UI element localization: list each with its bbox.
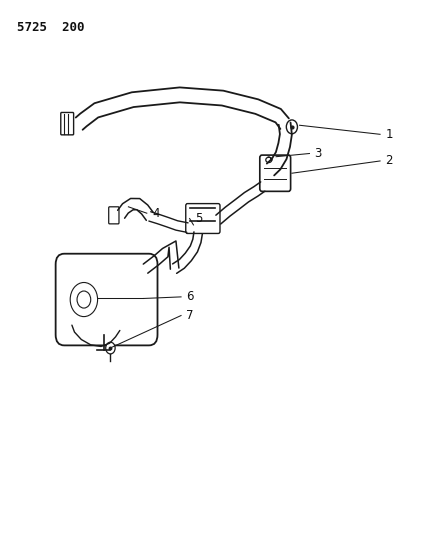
Circle shape — [286, 120, 297, 134]
Circle shape — [106, 342, 115, 354]
Circle shape — [70, 282, 98, 317]
Text: 1: 1 — [385, 128, 393, 141]
Text: 4: 4 — [152, 207, 160, 220]
FancyBboxPatch shape — [61, 112, 74, 135]
Text: 5725  200: 5725 200 — [17, 21, 85, 34]
FancyBboxPatch shape — [109, 207, 119, 224]
Circle shape — [77, 291, 91, 308]
Text: 2: 2 — [385, 155, 393, 167]
FancyBboxPatch shape — [186, 204, 220, 233]
Text: 5: 5 — [195, 212, 202, 225]
Text: 7: 7 — [186, 309, 194, 322]
Text: 6: 6 — [186, 290, 194, 303]
FancyBboxPatch shape — [56, 254, 158, 345]
Text: 3: 3 — [315, 147, 322, 160]
FancyBboxPatch shape — [260, 155, 291, 191]
